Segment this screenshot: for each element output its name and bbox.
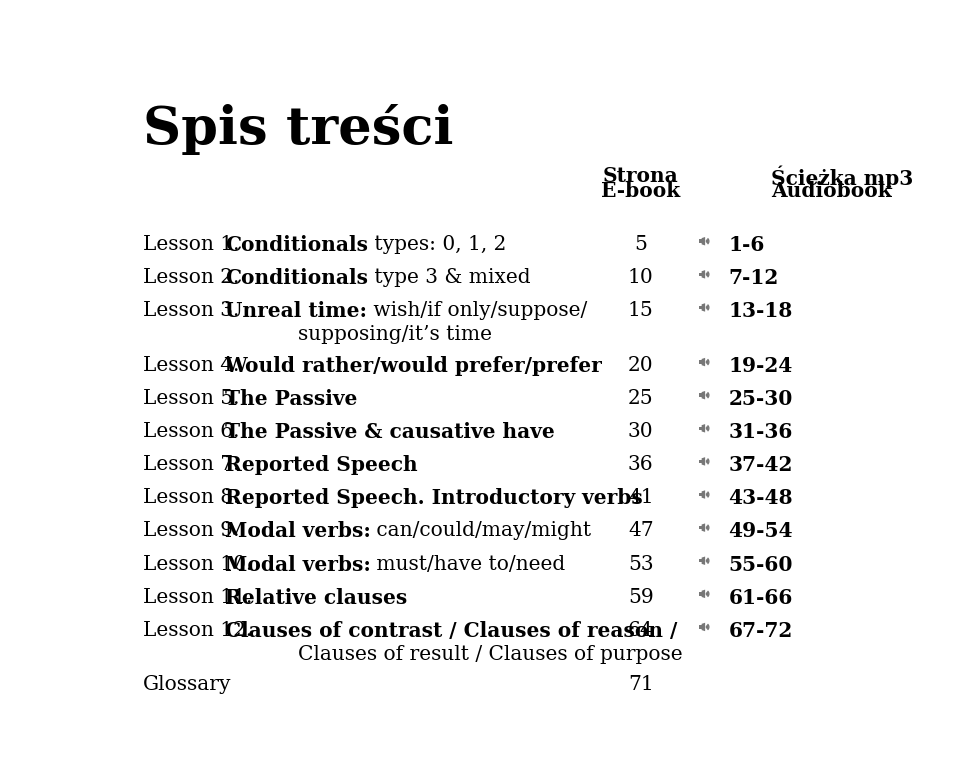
Text: 71: 71: [628, 676, 654, 695]
Text: Lesson 3.: Lesson 3.: [143, 301, 240, 320]
Text: 59: 59: [628, 587, 654, 607]
Text: Strona: Strona: [603, 166, 679, 186]
Text: Modal verbs:: Modal verbs:: [225, 522, 371, 541]
Text: must/have to/need: must/have to/need: [371, 554, 565, 574]
Text: Clauses of contrast / Clauses of reason /: Clauses of contrast / Clauses of reason …: [225, 621, 677, 641]
Polygon shape: [702, 270, 706, 279]
Text: 41: 41: [628, 489, 654, 507]
Text: Spis treści: Spis treści: [143, 104, 454, 155]
Polygon shape: [702, 523, 706, 532]
Text: Lesson 1.: Lesson 1.: [143, 235, 240, 254]
Text: 55-60: 55-60: [729, 554, 793, 574]
Text: 64: 64: [628, 621, 654, 640]
Text: 7-12: 7-12: [729, 268, 779, 288]
Text: Lesson 10.: Lesson 10.: [143, 554, 252, 574]
Text: 19-24: 19-24: [729, 356, 793, 376]
Text: Conditionals: Conditionals: [225, 235, 368, 255]
Text: can/could/may/might: can/could/may/might: [371, 522, 591, 540]
Text: 5: 5: [635, 235, 647, 254]
FancyBboxPatch shape: [699, 592, 702, 595]
Text: 13-18: 13-18: [729, 301, 793, 321]
Text: Reported Speech. Introductory verbs: Reported Speech. Introductory verbs: [225, 489, 642, 509]
FancyBboxPatch shape: [699, 493, 702, 496]
Polygon shape: [702, 424, 706, 432]
Text: Ścieżka mp3: Ścieżka mp3: [771, 166, 913, 189]
Text: 61-66: 61-66: [729, 587, 793, 608]
Text: Lesson 12.: Lesson 12.: [143, 621, 252, 640]
Polygon shape: [702, 391, 706, 399]
Polygon shape: [702, 358, 706, 367]
Text: wish/if only/suppose/: wish/if only/suppose/: [367, 301, 587, 320]
Text: Unreal time:: Unreal time:: [225, 301, 367, 321]
Text: Relative clauses: Relative clauses: [225, 587, 407, 608]
Text: Lesson 9.: Lesson 9.: [143, 522, 240, 540]
Text: 53: 53: [628, 554, 654, 574]
FancyBboxPatch shape: [699, 625, 702, 628]
FancyBboxPatch shape: [699, 239, 702, 243]
Text: Conditionals: Conditionals: [225, 268, 368, 288]
Text: 25-30: 25-30: [729, 389, 793, 409]
Text: Modal verbs:: Modal verbs:: [225, 554, 371, 574]
Text: Lesson 11.: Lesson 11.: [143, 587, 252, 607]
Polygon shape: [702, 590, 706, 598]
Text: 15: 15: [628, 301, 654, 320]
Text: 25: 25: [628, 389, 654, 408]
Text: type 3 & mixed: type 3 & mixed: [368, 268, 530, 287]
Text: 49-54: 49-54: [729, 522, 793, 541]
Text: Lesson 4.: Lesson 4.: [143, 356, 240, 375]
Text: supposing/it’s time: supposing/it’s time: [299, 325, 492, 344]
Text: Lesson 2.: Lesson 2.: [143, 268, 240, 287]
Text: Clauses of result / Clauses of purpose: Clauses of result / Clauses of purpose: [299, 645, 683, 664]
FancyBboxPatch shape: [699, 559, 702, 563]
Text: types: 0, 1, 2: types: 0, 1, 2: [368, 235, 506, 254]
FancyBboxPatch shape: [699, 361, 702, 364]
Text: 30: 30: [628, 422, 654, 441]
Text: 1-6: 1-6: [729, 235, 765, 255]
Text: Would rather/would prefer/prefer: Would rather/would prefer/prefer: [225, 356, 602, 376]
Text: Lesson 7.: Lesson 7.: [143, 455, 240, 474]
Polygon shape: [702, 303, 706, 312]
FancyBboxPatch shape: [699, 306, 702, 309]
Text: 20: 20: [628, 356, 654, 375]
Text: 10: 10: [628, 268, 654, 287]
Polygon shape: [702, 623, 706, 631]
Text: Lesson 6.: Lesson 6.: [143, 422, 240, 441]
Text: Lesson 5.: Lesson 5.: [143, 389, 240, 408]
Polygon shape: [702, 557, 706, 565]
Text: 43-48: 43-48: [729, 489, 793, 509]
Polygon shape: [702, 457, 706, 466]
Text: The Passive & causative have: The Passive & causative have: [225, 422, 554, 442]
FancyBboxPatch shape: [699, 273, 702, 276]
Text: Audiobook: Audiobook: [771, 181, 892, 201]
Polygon shape: [702, 237, 706, 245]
Text: 31-36: 31-36: [729, 422, 793, 442]
FancyBboxPatch shape: [699, 459, 702, 463]
Text: E-book: E-book: [601, 181, 681, 201]
Text: 37-42: 37-42: [729, 455, 793, 476]
Text: Lesson 8.: Lesson 8.: [143, 489, 240, 507]
FancyBboxPatch shape: [699, 427, 702, 430]
Polygon shape: [702, 490, 706, 499]
Text: 67-72: 67-72: [729, 621, 793, 641]
Text: 36: 36: [628, 455, 654, 474]
Text: The Passive: The Passive: [225, 389, 357, 409]
Text: Glossary: Glossary: [143, 676, 231, 695]
Text: 47: 47: [628, 522, 654, 540]
Text: Reported Speech: Reported Speech: [225, 455, 418, 476]
FancyBboxPatch shape: [699, 526, 702, 530]
FancyBboxPatch shape: [699, 394, 702, 397]
